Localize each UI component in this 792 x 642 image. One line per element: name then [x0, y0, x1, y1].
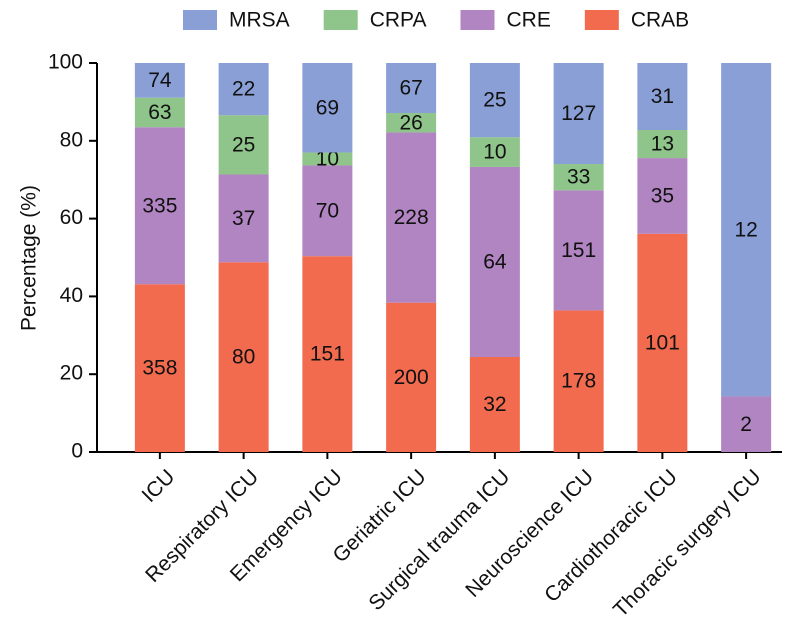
bar-segment: [386, 302, 437, 452]
data-label: 127: [561, 102, 596, 125]
data-label: 151: [310, 343, 345, 366]
bar-segment: [134, 97, 185, 128]
bar-segment: [469, 356, 520, 452]
y-axis-label: Percentage (%): [18, 185, 41, 331]
bar-segment: [218, 262, 269, 452]
bar-segment: [134, 284, 185, 452]
bar-segment: [637, 63, 688, 130]
bar-segment: [637, 233, 688, 452]
y-tick-label: 0: [71, 440, 83, 463]
bar-segment: [469, 166, 520, 357]
bar-segment: [218, 174, 269, 263]
data-label: 2: [740, 413, 752, 436]
legend-swatch: [183, 10, 217, 30]
bar-segment: [134, 127, 185, 285]
data-label: 67: [399, 77, 422, 100]
bar-segment: [721, 63, 772, 397]
data-label: 151: [561, 239, 596, 262]
legend-label: CRE: [506, 9, 550, 32]
data-label: 33: [567, 166, 590, 189]
bar-segment: [553, 164, 604, 191]
y-tick-label: 100: [48, 51, 83, 74]
legend-swatch: [323, 10, 358, 30]
data-label: 26: [399, 111, 422, 134]
bar-segment: [302, 63, 353, 153]
y-tick-label: 40: [60, 284, 83, 307]
data-label: 10: [316, 148, 339, 171]
bar-segment: [721, 396, 772, 452]
data-label: 22: [232, 78, 255, 101]
legend-label: MRSA: [229, 9, 290, 32]
data-label: 63: [148, 101, 171, 124]
data-label: 64: [483, 251, 507, 274]
legend-swatch: [584, 10, 619, 30]
y-tick-label: 20: [60, 362, 83, 385]
bar-segment: [637, 129, 688, 159]
data-label: 35: [651, 184, 674, 207]
data-label: 69: [316, 96, 339, 119]
data-label: 12: [734, 218, 757, 241]
bar-segment: [386, 132, 437, 303]
bar-segment: [386, 63, 437, 114]
data-label: 80: [232, 346, 255, 369]
legend-swatch: [460, 10, 495, 30]
y-tick-label: 80: [60, 128, 83, 151]
bar-segment: [302, 152, 353, 166]
data-label: 37: [232, 207, 255, 230]
data-label: 13: [651, 133, 674, 156]
data-label: 32: [483, 393, 506, 416]
bar-segment: [553, 310, 604, 452]
legend-label: CRAB: [631, 9, 689, 32]
bar-segment: [553, 63, 604, 165]
data-label: 25: [232, 133, 255, 156]
legend-label: CRPA: [370, 9, 427, 32]
bar-segment: [134, 63, 185, 98]
x-tick-label: ICU: [137, 465, 179, 507]
bar-segment: [469, 63, 520, 138]
data-label: 200: [394, 366, 429, 389]
data-label: 228: [394, 206, 429, 229]
x-tick-label: Thoracic surgery ICU: [609, 465, 766, 622]
data-label: 70: [316, 199, 339, 222]
bar-segment: [218, 115, 269, 175]
y-tick-label: 60: [60, 206, 83, 229]
data-label: 335: [142, 194, 177, 217]
bar-segment: [637, 158, 688, 234]
data-label: 178: [561, 370, 596, 393]
data-label: 25: [483, 89, 506, 112]
x-tick-label: Surgical trauma ICU: [364, 465, 514, 615]
data-label: 10: [483, 141, 506, 164]
bar-segment: [302, 165, 353, 257]
data-label: 31: [651, 85, 674, 108]
data-label: 74: [148, 69, 172, 92]
bar-segment: [469, 137, 520, 167]
bar-segment: [302, 256, 353, 452]
data-label: 101: [645, 331, 680, 354]
bar-segment: [386, 113, 437, 133]
data-label: 358: [142, 357, 177, 380]
bar-segment: [218, 63, 269, 116]
bar-segment: [553, 190, 604, 311]
